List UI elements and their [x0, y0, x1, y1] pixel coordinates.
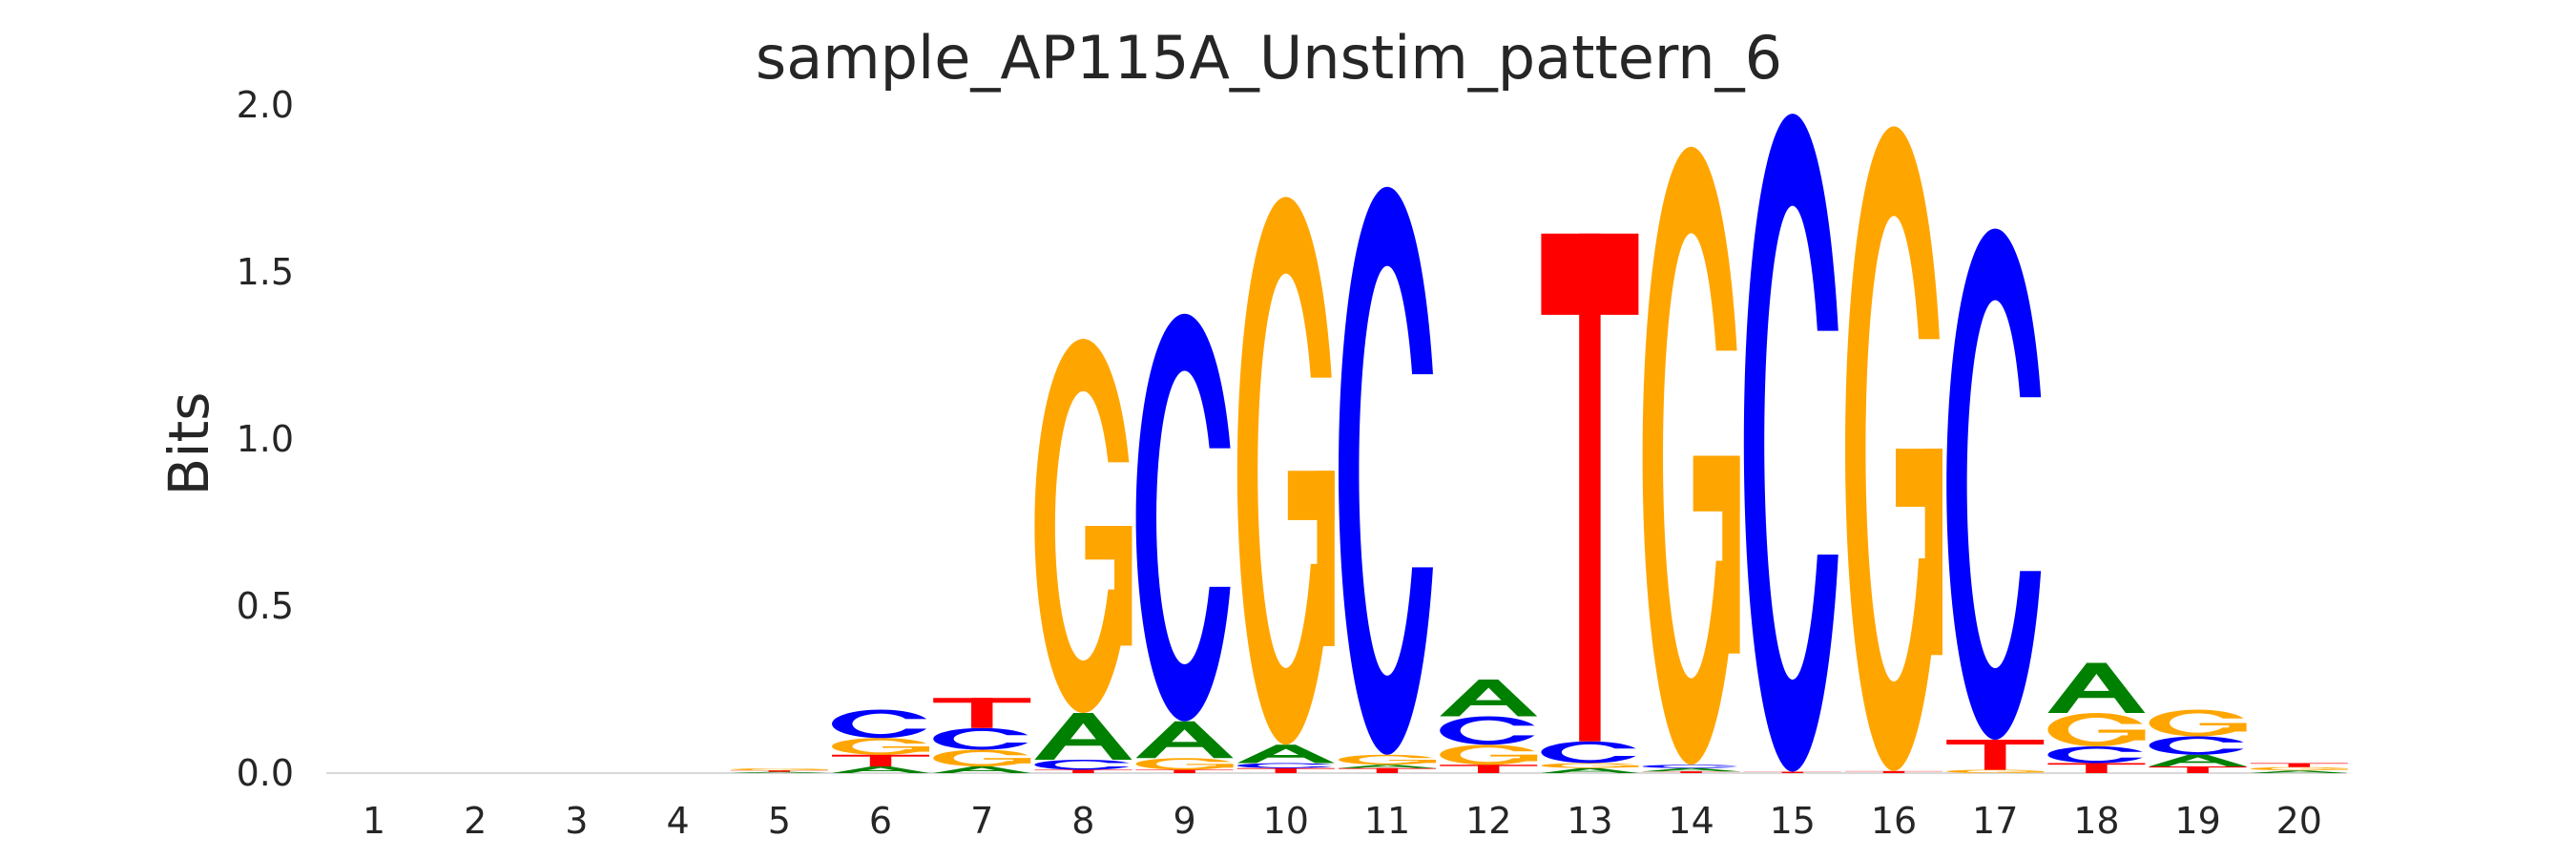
logo-glyph-g	[2149, 709, 2250, 737]
x-tick-label: 18	[2073, 800, 2119, 842]
logo-glyph-g	[1845, 126, 1945, 771]
logo-glyph-c	[1440, 716, 1540, 745]
logo-glyph-a	[1541, 767, 1639, 773]
logo-glyph-g	[1946, 769, 2046, 774]
logo-glyph-a	[2047, 662, 2146, 713]
x-tick-label: 4	[667, 800, 690, 842]
x-tick-label: 20	[2276, 800, 2322, 842]
logo-glyph-t	[1236, 767, 1335, 773]
logo-glyph-c	[1743, 114, 1844, 772]
logo-glyph-a	[1135, 721, 1234, 759]
logo-glyph-c	[1946, 228, 2046, 740]
x-tick-label: 11	[1364, 800, 1410, 842]
y-axis-ticks: 0.0 0.5 1.0 1.5 2.0	[237, 84, 294, 794]
logo-glyph-t	[1034, 769, 1132, 773]
logo-glyph-g	[1642, 146, 1743, 765]
x-tick-label: 1	[363, 800, 385, 842]
logo-glyph-t	[1642, 771, 1740, 773]
logo-glyph-a	[1339, 765, 1436, 768]
logo-glyph-g	[1440, 744, 1540, 765]
logo-glyph-g	[832, 738, 932, 755]
logo-glyph-t	[1135, 769, 1234, 773]
logo-glyph-c	[1541, 741, 1641, 764]
logo-glyph-a	[1034, 713, 1132, 760]
logo-glyph-g	[1339, 754, 1439, 765]
logo-glyph-c	[1034, 760, 1134, 770]
logo-glyph-a	[2250, 770, 2348, 773]
logo-glyph-t	[2047, 763, 2146, 773]
logo-glyph-g	[1034, 339, 1134, 713]
logo-glyph-t	[1946, 740, 2045, 770]
logo-glyph-a	[1236, 744, 1335, 764]
logo-glyph-g	[2047, 713, 2148, 746]
x-tick-label: 16	[1871, 800, 1917, 842]
logo-glyph-t	[730, 770, 828, 772]
x-tick-label: 2	[464, 800, 487, 842]
x-tick-label: 8	[1071, 800, 1094, 842]
y-tick-label: 1.0	[237, 418, 294, 460]
x-tick-label: 19	[2174, 800, 2220, 842]
logo-glyph-t	[2149, 766, 2247, 773]
x-tick-label: 13	[1567, 800, 1612, 842]
x-axis-ticks: 1 2 3 4 5 6 7 8 9 10 11 12 13 14 15 16 17 18 19 20	[363, 800, 2322, 842]
logo-glyph-t	[1743, 771, 1841, 773]
x-tick-label: 14	[1668, 800, 1714, 842]
x-tick-label: 7	[970, 800, 993, 842]
logo-glyph-c	[1339, 186, 1439, 755]
logo-glyph-t	[2250, 763, 2348, 767]
logo-glyph-t	[832, 754, 929, 766]
x-tick-label: 5	[768, 800, 791, 842]
logo-glyph-c	[2047, 746, 2148, 764]
chart-title: sample_AP115A_Unstim_pattern_6	[756, 23, 1782, 93]
logo-glyph-g	[2250, 766, 2351, 771]
logo-glyph-g	[1541, 763, 1641, 768]
logo-glyph-g	[730, 768, 831, 771]
logo-glyph-c	[1236, 763, 1338, 768]
logo-glyph-a	[2149, 754, 2247, 766]
x-tick-label: 12	[1465, 800, 1511, 842]
logo-glyph-a	[1642, 767, 1740, 772]
logo-glyph-c	[1135, 313, 1236, 722]
logo-glyph-t	[933, 698, 1031, 728]
logo-glyph-a	[832, 766, 929, 773]
logo-stacks	[730, 114, 2351, 774]
y-tick-label: 2.0	[237, 84, 294, 126]
logo-glyph-t	[1339, 767, 1436, 773]
logo-glyph-g	[1135, 758, 1236, 770]
x-tick-label: 3	[565, 800, 588, 842]
x-tick-label: 6	[869, 800, 892, 842]
logo-glyph-a	[1440, 680, 1538, 717]
y-tick-label: 0.0	[237, 752, 294, 794]
logo-glyph-c	[2149, 736, 2250, 755]
x-tick-label: 9	[1174, 800, 1196, 842]
y-tick-label: 0.5	[237, 585, 294, 627]
logo-glyph-t	[1845, 770, 1942, 773]
x-tick-label: 15	[1770, 800, 1816, 842]
x-tick-label: 17	[1972, 800, 2018, 842]
logo-glyph-c	[933, 727, 1033, 750]
logo-glyph-c	[832, 709, 932, 739]
logo-glyph-a	[730, 771, 828, 773]
logo-glyph-c	[1642, 765, 1743, 768]
y-tick-label: 1.5	[237, 251, 294, 293]
logo-glyph-g	[933, 749, 1033, 767]
logo-glyph-a	[933, 766, 1031, 773]
logo-glyph-t	[1440, 765, 1538, 773]
y-axis-label: Bits	[156, 392, 221, 496]
logo-glyph-t	[1541, 233, 1639, 742]
x-tick-label: 10	[1263, 800, 1309, 842]
logo-glyph-g	[1236, 197, 1338, 745]
